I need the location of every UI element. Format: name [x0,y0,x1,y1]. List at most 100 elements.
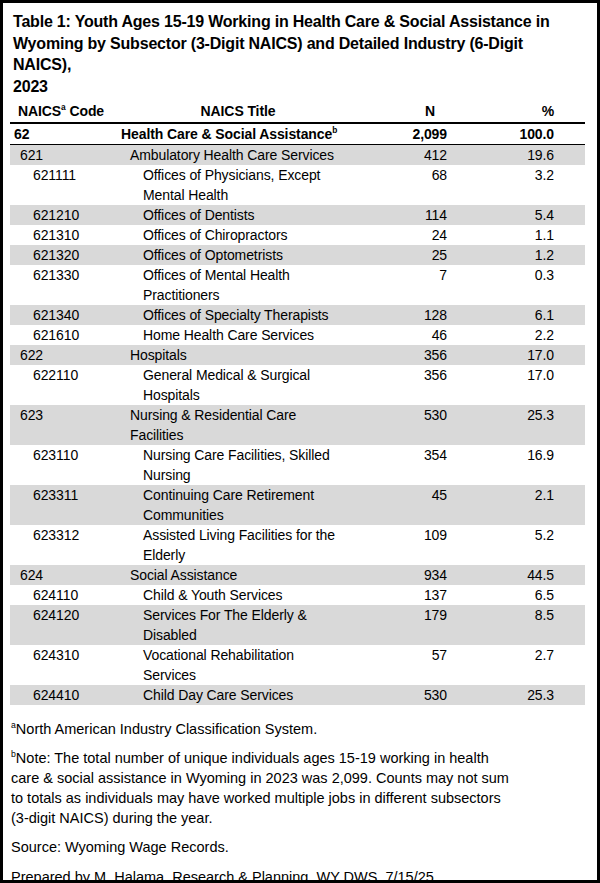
table-row-622: 622 Hospitals 356 17.0 [10,345,585,365]
total-title-text: Health Care & Social Assistance [121,126,332,142]
header-naics-title: NAICS Title [113,102,363,123]
count-cell: 2,099 [363,123,450,145]
table-row-621330: 621330 Offices of Mental Health Practiti… [10,265,585,305]
table-row-621: 621 Ambulatory Health Care Services 412 … [10,145,585,166]
percent-cell: 25.3 [450,685,585,705]
naics-code-cell: 623312 [10,525,113,565]
naics-title-cell: Hospitals [113,345,363,365]
naics-table: NAICSa Code NAICS Title N % 62 Health Ca… [10,102,585,705]
table-row-624110: 624110 Child & Youth Services 137 6.5 [10,585,585,605]
naics-title-cell: Vocational Rehabilitation Services [113,645,363,685]
naics-title-cell: Child Day Care Services [113,685,363,705]
count-cell: 412 [363,145,450,166]
source-note: Source: Wyoming Wage Records. [11,837,585,857]
naics-title-cell: Ambulatory Health Care Services [113,145,363,166]
naics-code-cell: 624410 [10,685,113,705]
count-cell: 356 [363,365,450,405]
table-row-624410: 624410 Child Day Care Services 530 25.3 [10,685,585,705]
table-row-621320: 621320 Offices of Optometrists 25 1.2 [10,245,585,265]
naics-title-cell: Health Care & Social Assistanceb [113,123,363,145]
count-cell: 137 [363,585,450,605]
table-row-621210: 621210 Offices of Dentists 114 5.4 [10,205,585,225]
header-n: N [363,102,450,123]
naics-code-cell: 621111 [10,165,113,205]
table-row-623312: 623312 Assisted Living Facilities for th… [10,525,585,565]
count-cell: 57 [363,645,450,685]
footnote-a: aNorth American Industry Classification … [11,719,585,739]
percent-cell: 6.5 [450,585,585,605]
naics-code-cell: 623311 [10,485,113,525]
table-row-624120: 624120 Services For The Elderly & Disabl… [10,605,585,645]
percent-cell: 19.6 [450,145,585,166]
percent-cell: 2.2 [450,325,585,345]
naics-title-cell: Offices of Optometrists [113,245,363,265]
naics-code-cell: 623110 [10,445,113,485]
table-row-623: 623 Nursing & Residential Care Facilitie… [10,405,585,445]
percent-cell: 2.1 [450,485,585,525]
naics-title-cell: Continuing Care Retirement Communities [113,485,363,525]
count-cell: 934 [363,565,450,585]
header-percent: % [450,102,585,123]
table-row-624: 624 Social Assistance 934 44.5 [10,565,585,585]
naics-code-cell: 624310 [10,645,113,685]
footnote-a-text: North American Industry Classification S… [16,721,317,737]
header-code-text: NAICS [18,103,61,119]
footnote-b-text: Note: The total number of unique individ… [11,750,509,826]
percent-cell: 5.2 [450,525,585,565]
naics-code-cell: 623 [10,405,113,445]
table-row-621310: 621310 Offices of Chiropractors 24 1.1 [10,225,585,245]
percent-cell: 3.2 [450,165,585,205]
naics-title-cell: Offices of Mental Health Practitioners [113,265,363,305]
count-cell: 114 [363,205,450,225]
count-cell: 128 [363,305,450,325]
percent-cell: 6.1 [450,305,585,325]
count-cell: 46 [363,325,450,345]
table-row-total-62: 62 Health Care & Social Assistanceb 2,09… [10,123,585,145]
count-cell: 25 [363,245,450,265]
footnotes-section: aNorth American Industry Classification … [10,719,585,883]
naics-code-cell: 621210 [10,205,113,225]
percent-cell: 17.0 [450,345,585,365]
count-cell: 45 [363,485,450,525]
table-row-624310: 624310 Vocational Rehabilitation Service… [10,645,585,685]
table-header-row: NAICSa Code NAICS Title N % [10,102,585,123]
naics-title-cell: Assisted Living Facilities for the Elder… [113,525,363,565]
percent-cell: 16.9 [450,445,585,485]
naics-code-cell: 624120 [10,605,113,645]
count-cell: 354 [363,445,450,485]
percent-cell: 17.0 [450,365,585,405]
percent-cell: 1.1 [450,225,585,245]
naics-code-cell: 624110 [10,585,113,605]
table-row-623110: 623110 Nursing Care Facilities, Skilled … [10,445,585,485]
header-code-text2: Code [66,103,104,119]
footnote-marker-b: b [332,125,337,135]
naics-title-cell: Child & Youth Services [113,585,363,605]
count-cell: 109 [363,525,450,565]
naics-code-cell: 622 [10,345,113,365]
naics-code-cell: 624 [10,565,113,585]
table-row-622110: 622110 General Medical & Surgical Hospit… [10,365,585,405]
footnote-b: bNote: The total number of unique indivi… [11,748,585,828]
naics-title-cell: Nursing & Residential Care Facilities [113,405,363,445]
naics-title-cell: Offices of Dentists [113,205,363,225]
naics-title-cell: Home Health Care Services [113,325,363,345]
count-cell: 356 [363,345,450,365]
naics-title-cell: Services For The Elderly & Disabled [113,605,363,645]
count-cell: 24 [363,225,450,245]
count-cell: 530 [363,685,450,705]
count-cell: 179 [363,605,450,645]
percent-cell: 25.3 [450,405,585,445]
prepared-by-note: Prepared by M. Halama, Research & Planni… [11,867,585,883]
percent-cell: 2.7 [450,645,585,685]
percent-cell: 5.4 [450,205,585,225]
table-row-621340: 621340 Offices of Specialty Therapists 1… [10,305,585,325]
table-row-621610: 621610 Home Health Care Services 46 2.2 [10,325,585,345]
naics-code-cell: 62 [10,123,113,145]
percent-cell: 0.3 [450,265,585,305]
table-row-621111: 621111 Offices of Physicians, Except Men… [10,165,585,205]
document-page: Table 1: Youth Ages 15-19 Working in Hea… [0,0,600,883]
count-cell: 7 [363,265,450,305]
naics-code-cell: 621330 [10,265,113,305]
naics-title-cell: Offices of Physicians, Except Mental Hea… [113,165,363,205]
percent-cell: 1.2 [450,245,585,265]
